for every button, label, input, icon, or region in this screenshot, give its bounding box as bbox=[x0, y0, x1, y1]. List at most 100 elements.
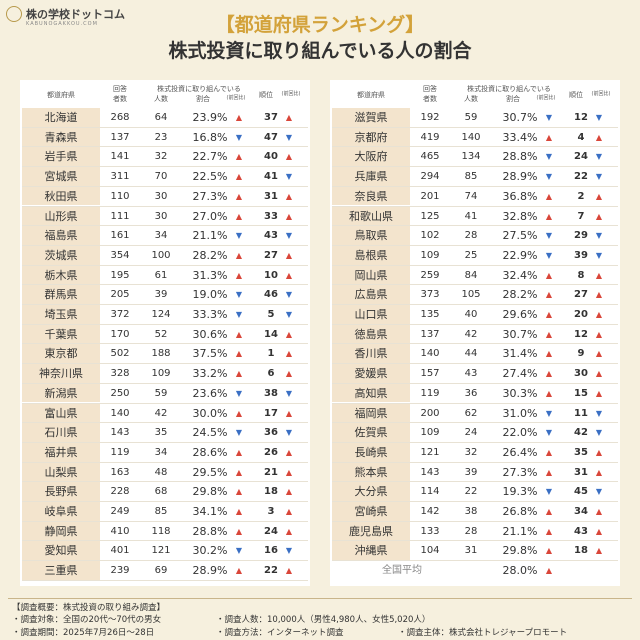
prefecture: 新潟県 bbox=[22, 383, 100, 403]
rank-trend: ▲ bbox=[285, 250, 293, 260]
rank: 31 bbox=[574, 466, 588, 478]
rank: 33 bbox=[264, 210, 278, 222]
rank-trend: ▲ bbox=[595, 388, 603, 398]
column-header: 株式投資に取り組んでいる bbox=[467, 85, 551, 93]
rank-trend: ▲ bbox=[285, 467, 293, 477]
row-divider bbox=[22, 205, 308, 207]
count: 121 bbox=[151, 545, 171, 557]
pct-trend: ▲ bbox=[235, 113, 243, 122]
rank: 12 bbox=[574, 328, 588, 340]
count: 64 bbox=[154, 112, 168, 123]
subtitle: 株式投資に取り組んでいる人の割合 bbox=[168, 40, 472, 62]
count: 188 bbox=[151, 348, 171, 360]
count: 30 bbox=[154, 210, 168, 222]
percentage: 27.3% bbox=[502, 465, 538, 479]
pct-trend: ▼ bbox=[235, 132, 243, 142]
percentage: 30.2% bbox=[192, 544, 228, 558]
rank-trend: ▲ bbox=[285, 408, 293, 418]
respondents: 401 bbox=[110, 545, 130, 557]
row-divider bbox=[332, 560, 618, 562]
prefecture: 秋田県 bbox=[22, 186, 100, 206]
rank-trend: ▼ bbox=[285, 546, 293, 556]
percentage: 21.1% bbox=[192, 229, 228, 243]
percentage: 22.9% bbox=[502, 248, 538, 262]
rank: 40 bbox=[264, 151, 278, 163]
row-divider bbox=[332, 323, 618, 325]
pct-trend: ▼ bbox=[235, 546, 243, 556]
percentage: 27.4% bbox=[502, 367, 538, 381]
percentage: 29.8% bbox=[192, 485, 228, 499]
rank-trend: ▲ bbox=[595, 270, 603, 280]
footer-text: ・調査期間：2025年7月26日～28日 bbox=[12, 628, 155, 638]
respondents: 268 bbox=[110, 112, 130, 123]
row-divider bbox=[22, 244, 308, 246]
prefecture: 香川県 bbox=[332, 344, 410, 364]
prefecture: 滋賀県 bbox=[332, 108, 410, 127]
row-divider bbox=[22, 422, 308, 424]
prefecture: 山口県 bbox=[332, 305, 410, 324]
percentage: 27.5% bbox=[502, 229, 538, 243]
count: 105 bbox=[461, 289, 481, 301]
logo: 株の学校ドットコム bbox=[26, 8, 125, 21]
percentage: 29.8% bbox=[502, 544, 538, 558]
respondents: 205 bbox=[110, 289, 130, 301]
count: 31 bbox=[464, 545, 478, 557]
respondents: 410 bbox=[110, 525, 130, 537]
prefecture: 岩手県 bbox=[22, 147, 100, 167]
count: 84 bbox=[464, 269, 478, 281]
rank-trend: ▲ bbox=[285, 526, 293, 536]
percentage: 26.8% bbox=[502, 505, 538, 518]
row-divider bbox=[332, 422, 618, 424]
rank-trend: ▲ bbox=[285, 349, 293, 359]
rank-trend: ▼ bbox=[595, 113, 603, 122]
respondents: 372 bbox=[110, 309, 130, 320]
respondents: 502 bbox=[110, 348, 130, 360]
respondents: 157 bbox=[420, 368, 440, 380]
rank: 20 bbox=[574, 309, 588, 320]
respondents: 465 bbox=[420, 151, 440, 163]
respondents: 119 bbox=[420, 387, 440, 399]
row-divider bbox=[332, 264, 618, 266]
rank: 22 bbox=[574, 171, 588, 183]
pct-trend: ▼ bbox=[545, 428, 553, 438]
respondents: 249 bbox=[110, 506, 130, 517]
respondents: 328 bbox=[110, 368, 130, 380]
percentage: 33.3% bbox=[192, 308, 228, 321]
respondents: 311 bbox=[110, 171, 130, 183]
prefecture: 福島県 bbox=[22, 226, 100, 245]
pct-trend: ▲ bbox=[545, 467, 553, 477]
pct-trend: ▲ bbox=[235, 270, 243, 280]
percentage: 28.8% bbox=[192, 524, 228, 538]
row-divider bbox=[332, 185, 618, 187]
percentage: 22.5% bbox=[192, 170, 228, 184]
rank: 18 bbox=[574, 545, 588, 557]
row-divider bbox=[332, 461, 618, 463]
row-divider bbox=[332, 244, 618, 246]
column-header: 人数 bbox=[464, 95, 478, 103]
respondents: 143 bbox=[420, 466, 440, 478]
rank: 21 bbox=[264, 466, 278, 478]
prefecture: 大分県 bbox=[332, 482, 410, 501]
respondents: 121 bbox=[420, 446, 440, 458]
rank: 10 bbox=[264, 269, 278, 281]
respondents: 109 bbox=[420, 249, 440, 261]
rank-trend: ▲ bbox=[285, 270, 293, 280]
count: 43 bbox=[464, 368, 478, 380]
rank: 11 bbox=[574, 407, 588, 419]
row-divider bbox=[22, 560, 308, 562]
rank: 24 bbox=[264, 525, 278, 537]
column-header: (前回比) bbox=[591, 91, 611, 97]
rank: 37 bbox=[264, 112, 278, 123]
prefecture: 佐賀県 bbox=[332, 423, 410, 442]
rank: 15 bbox=[574, 387, 588, 399]
percentage: 29.6% bbox=[502, 308, 538, 321]
respondents: 200 bbox=[420, 407, 440, 419]
rank: 27 bbox=[574, 289, 588, 301]
pct-trend: ▲ bbox=[545, 310, 553, 319]
rank: 27 bbox=[264, 249, 278, 261]
pct-trend: ▲ bbox=[235, 152, 243, 162]
column-header: 回答 bbox=[113, 85, 127, 93]
percentage: 28.2% bbox=[192, 248, 228, 262]
percentage: 32.8% bbox=[502, 209, 538, 223]
pct-trend: ▲ bbox=[545, 546, 553, 556]
